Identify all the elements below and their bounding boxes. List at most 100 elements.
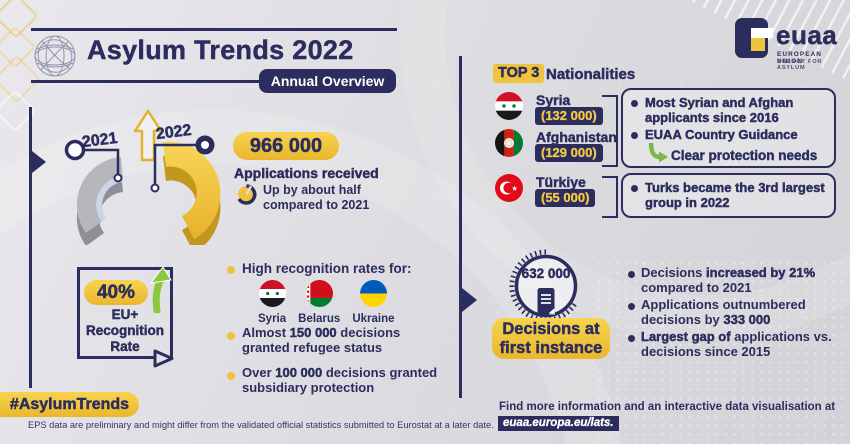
callout-bullet: Most Syrian and Afghan applicants since … xyxy=(631,95,826,125)
website-link[interactable]: euaa.europa.eu/lats. xyxy=(498,416,619,431)
header-rule-top xyxy=(31,28,397,31)
callout-text: EUAA Country Guidance xyxy=(645,127,798,142)
high-recognition-intro: High recognition rates for: xyxy=(242,261,412,276)
callout-bullet: Turks became the 3rd largest group in 20… xyxy=(631,180,826,210)
callout-bullet: EUAA Country Guidance xyxy=(631,127,826,143)
recognition-rate-label: EU+ Recognition Rate xyxy=(77,307,173,355)
document-icon xyxy=(537,288,555,315)
applications-note-line1: Up by about half xyxy=(263,183,361,197)
euaa-sub2: AGENCY FOR ASYLUM xyxy=(777,59,823,71)
nationality-name: Syria xyxy=(536,92,571,108)
afghanistan-flag-icon xyxy=(495,129,523,157)
decisions-label-badge: Decisions at first instance xyxy=(492,318,610,359)
turkiye-flag-icon xyxy=(495,174,523,202)
recognition-flags-row: Syria Belarus Ukraine xyxy=(258,280,395,325)
header-rule-bottom xyxy=(31,80,268,83)
more-info-text: Find more information and an interactive… xyxy=(499,401,836,413)
globe-sketch-icon xyxy=(34,35,76,77)
bullet-strong: 100 000 xyxy=(275,365,323,380)
euaa-logo-notch xyxy=(751,28,773,38)
recognition-label-line3: Rate xyxy=(110,339,140,354)
bullet-text: decisions granted refugee status xyxy=(242,325,401,355)
bullet-text: Over xyxy=(242,365,276,380)
left-divider-arrow xyxy=(32,151,46,173)
right-divider-arrow xyxy=(462,288,477,312)
nationality-name: Afghanistan xyxy=(536,129,617,145)
bullet-dot xyxy=(631,100,638,107)
flag-label: Belarus xyxy=(298,313,341,325)
bullet-dot xyxy=(227,332,235,340)
belarus-flag-icon xyxy=(305,280,333,307)
flag-label: Ukraine xyxy=(352,313,395,325)
decisions-label-line1: Decisions at xyxy=(502,320,600,338)
bullet-dot xyxy=(628,271,635,278)
hashtag-badge: #AsylumTrends xyxy=(0,392,139,417)
decisions-ring-icon xyxy=(509,249,578,323)
bullet-strong: 150 000 xyxy=(289,325,337,340)
disclaimer-text: EPS data are preliminary and might diffe… xyxy=(28,420,494,430)
guidance-note-row: Clear protection needs xyxy=(647,142,826,163)
bullet-dot xyxy=(227,266,235,274)
decisions-bullet-3: Largest gap of applications vs. decision… xyxy=(641,329,845,359)
syria-flag-icon xyxy=(495,92,523,120)
euaa-logo-yellow-square xyxy=(751,38,765,51)
nationality-name: Türkiye xyxy=(536,174,586,190)
bullet-dot xyxy=(628,303,635,310)
bracket-connector xyxy=(602,95,618,167)
recognition-label-line2: Recognition xyxy=(86,323,164,338)
bullet-text: Applications outnumbered decisions by xyxy=(641,297,806,327)
right-section-divider xyxy=(459,56,462,398)
bullet-text: decisions granted subsidiary protection xyxy=(242,365,438,395)
bracket-connector xyxy=(602,176,618,218)
euaa-sub1: EUROPEAN UNION xyxy=(777,51,823,65)
nationality-value: (55 000) xyxy=(535,189,596,207)
applications-note: Up by about half compared to 2021 xyxy=(263,183,393,213)
flag-item-ukraine: Ukraine xyxy=(352,280,395,325)
applications-value-badge: 966 000 xyxy=(233,132,339,160)
euaa-wordmark: euaa xyxy=(776,20,838,50)
syria-flag-icon xyxy=(258,280,286,307)
flag-item-belarus: Belarus xyxy=(298,280,340,325)
top3-heading: Nationalities xyxy=(546,66,636,83)
green-curved-arrow-icon xyxy=(648,142,668,162)
nationality-value: (129 000) xyxy=(535,144,603,162)
green-up-arrow-icon xyxy=(149,267,172,313)
annual-overview-badge: Annual Overview xyxy=(259,69,396,93)
recognition-rate-badge: 40% xyxy=(84,280,148,305)
subsidiary-protection-bullet: Over 100 000 decisions granted subsidiar… xyxy=(242,365,452,395)
top3-callout-box-1: Most Syrian and Afghan applicants since … xyxy=(621,88,836,168)
decisions-value: 632 000 xyxy=(521,266,571,281)
refugee-status-bullet: Almost 150 000 decisions granted refugee… xyxy=(242,325,444,355)
applications-pie-chart xyxy=(64,109,221,245)
bullet-text: applications vs. decisions since 2015 xyxy=(641,329,832,359)
bullet-dot xyxy=(227,372,235,380)
recognition-label-line1: EU+ xyxy=(111,307,139,322)
flag-item-syria: Syria xyxy=(258,280,286,325)
recognition-rate-frame xyxy=(77,267,173,359)
bullet-dot xyxy=(628,335,635,342)
applications-note-line2: compared to 2021 xyxy=(263,198,370,212)
dot-grid-decoration xyxy=(595,259,850,444)
top3-callout-box-2: Turks became the 3rd largest group in 20… xyxy=(621,173,836,218)
applications-label: Applications received xyxy=(234,165,379,181)
decisions-label-line2: first instance xyxy=(499,339,603,357)
bullet-dot xyxy=(631,185,638,192)
bullet-strong: Largest gap of xyxy=(641,329,731,344)
growth-arrow-icon xyxy=(133,109,163,162)
guidance-note: Clear protection needs xyxy=(671,147,818,163)
ukraine-flag-icon xyxy=(359,280,387,307)
bullet-text: Decisions xyxy=(641,265,707,280)
nationality-value: (132 000) xyxy=(535,107,603,125)
frame-arrow-icon xyxy=(153,349,174,368)
bullet-text: Almost xyxy=(242,325,290,340)
callout-text: Turks became the 3rd largest group in 20… xyxy=(645,180,825,210)
decisions-bullet-2: Applications outnumbered decisions by 33… xyxy=(641,297,845,327)
decisions-bullet-1: Decisions increased by 21% compared to 2… xyxy=(641,265,845,295)
bullet-strong: increased by 21% xyxy=(706,265,816,280)
bullet-text: compared to 2021 xyxy=(641,279,752,295)
top3-tag: TOP 3 xyxy=(493,64,545,83)
bullet-dot xyxy=(631,132,638,139)
left-section-divider xyxy=(29,107,32,388)
euaa-logo: euaa EUROPEAN UNION AGENCY FOR ASYLUM xyxy=(735,18,850,71)
